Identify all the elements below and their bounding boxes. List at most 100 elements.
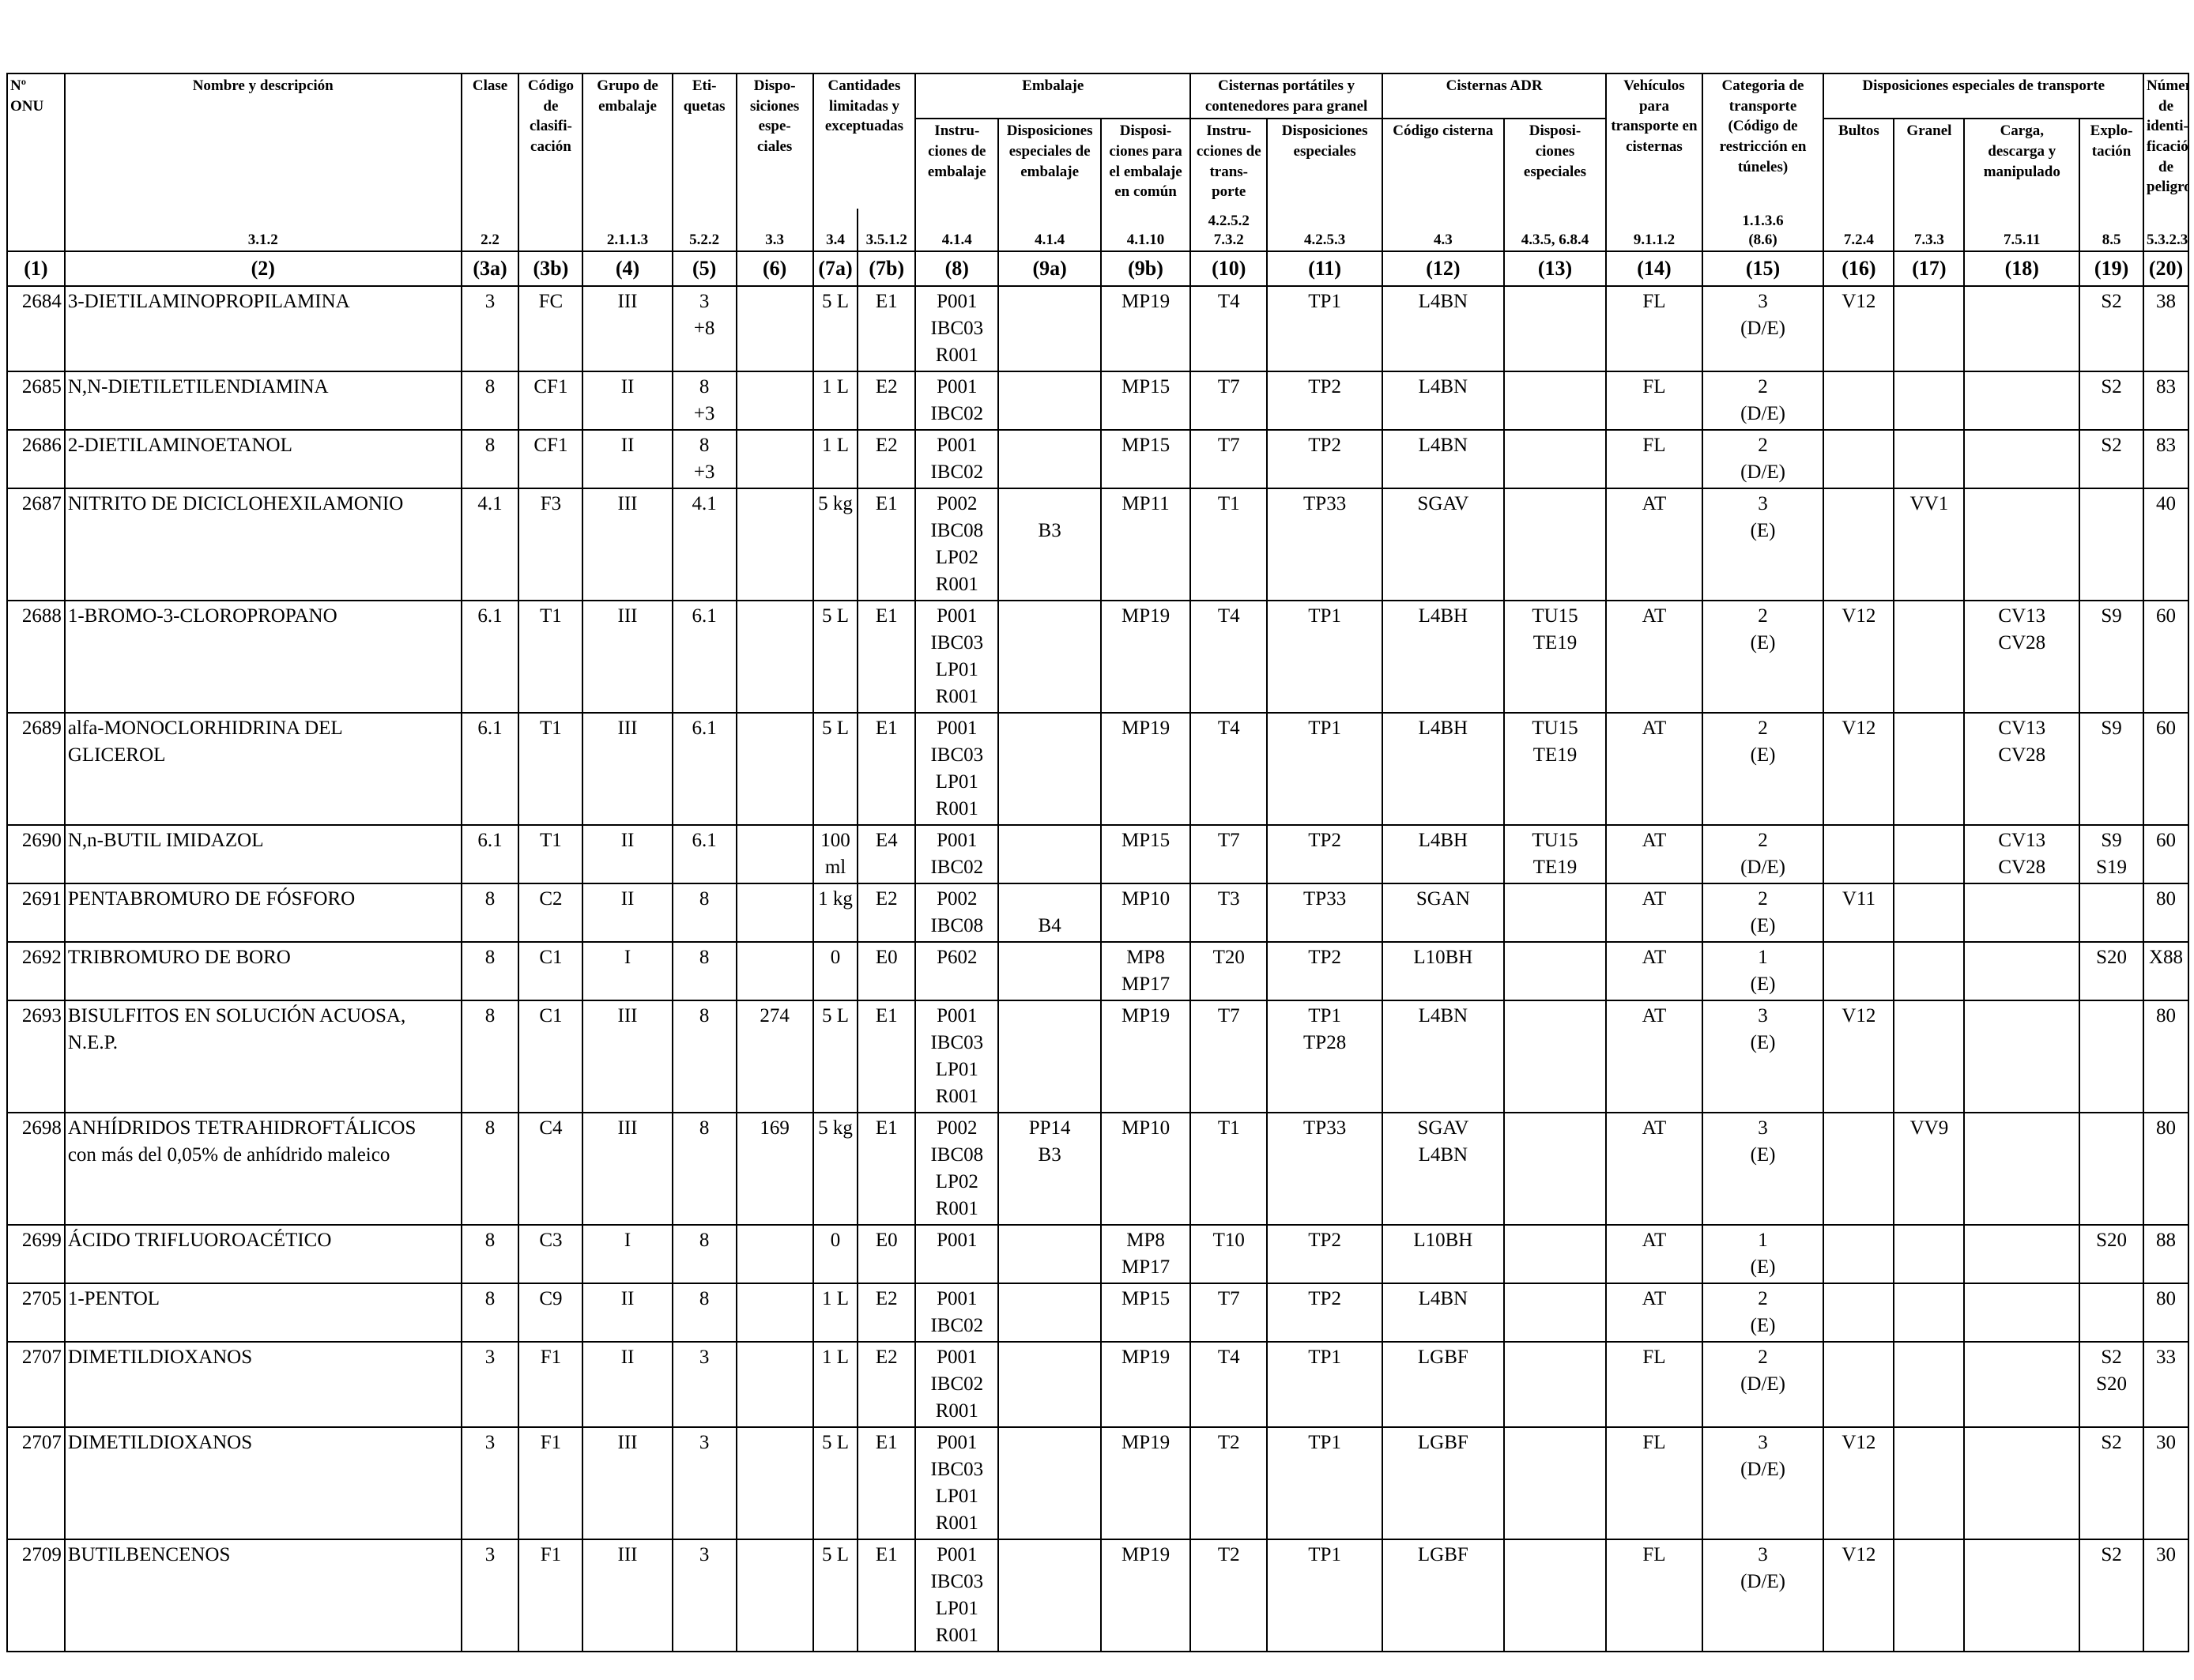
loading-cell: CV13 CV28	[1963, 824, 2081, 885]
packages-cell	[1823, 824, 1895, 885]
excepted-quantity-cell: E2	[857, 883, 917, 944]
un-number-cell: 2686	[6, 429, 66, 490]
column-number: (6)	[735, 250, 814, 288]
reference-cell: 2.1.1.3	[582, 209, 673, 253]
packing-group-cell: III	[582, 1539, 673, 1653]
reference-cell: 5.3.2.3	[2143, 209, 2189, 253]
header-mixed-packing: Disposi- ciones para el embalaje en comú…	[1099, 118, 1192, 209]
vehicle-cell: AT	[1605, 883, 1703, 944]
reference-cell: 4.3.5, 6.8.4	[1502, 209, 1608, 253]
operation-cell: S9 S19	[2079, 824, 2145, 885]
tank-special-cell	[1502, 1112, 1608, 1226]
bulk-cell	[1893, 1283, 1966, 1343]
class-cell: 8	[460, 1000, 520, 1114]
reference-cell: 1.1.3.6 (8.6)	[1701, 209, 1825, 253]
table-row: 2687 NITRITO DE DICICLOHEXILAMONIO 4.1 F3 II…	[6, 488, 2189, 602]
class-cell: 8	[460, 371, 520, 431]
classification-code-cell: T1	[518, 824, 584, 885]
excepted-quantity-cell: E1	[857, 1426, 917, 1541]
reference-cell: 4.2.5.2 7.3.2	[1189, 209, 1269, 253]
column-number: (18)	[1963, 250, 2081, 288]
column-number: (1)	[6, 250, 66, 288]
tank-code-cell: L4BH	[1381, 824, 1505, 885]
vehicle-cell: AT	[1605, 1224, 1703, 1285]
hazard-id-cell: 83	[2143, 371, 2189, 431]
packing-group-cell: II	[582, 824, 673, 885]
reference-cell: 4.1.10	[1099, 209, 1192, 253]
operation-cell: S2	[2079, 1426, 2145, 1541]
loading-cell	[1963, 1112, 2081, 1226]
transport-category-cell: 3 (D/E)	[1701, 1426, 1825, 1541]
loading-cell	[1963, 1426, 2081, 1541]
reference-cell: 3.3	[735, 209, 814, 253]
transport-category-cell: 2 (D/E)	[1701, 429, 1825, 490]
loading-cell	[1963, 941, 2081, 1002]
substance-name-cell: DIMETILDIOXANOS	[63, 1426, 462, 1541]
limited-quantity-cell: 0	[812, 941, 858, 1002]
class-cell: 8	[460, 1112, 520, 1226]
labels-cell: 8	[671, 1283, 737, 1343]
special-packing-provisions-cell	[997, 371, 1102, 431]
special-packing-provisions-cell	[997, 1283, 1102, 1343]
column-number: (7b)	[857, 250, 917, 288]
header-special-provisions: Dispo- siciones espe- ciales	[735, 72, 814, 209]
column-number: (10)	[1189, 250, 1269, 288]
tank-code-cell: L4BN	[1381, 1000, 1505, 1114]
labels-cell: 3	[671, 1341, 737, 1429]
labels-cell: 6.1	[671, 824, 737, 885]
portable-tank-instructions-cell: T7	[1189, 1283, 1269, 1343]
packing-group-cell: II	[582, 429, 673, 490]
un-number-cell: 2693	[6, 1000, 66, 1114]
labels-cell: 6.1	[671, 712, 737, 827]
classification-code-cell: F1	[518, 1341, 584, 1429]
packing-instructions-cell: P001	[914, 1224, 1000, 1285]
mixed-packing-cell: MP19	[1099, 1000, 1192, 1114]
packing-instructions-cell: P001 IBC03 LP01 R001	[914, 600, 1000, 714]
header-name-description: Nombre y descripción	[63, 72, 462, 209]
operation-cell: S2	[2079, 429, 2145, 490]
reference-cell: 2.2	[460, 209, 520, 253]
table-row: 2686 2-DIETILAMINOETANOL 8 CF1 II 8 +3 1 L E2 P0…	[6, 429, 2189, 490]
special-packing-provisions-cell	[997, 1426, 1102, 1541]
hazard-id-cell: 80	[2143, 1283, 2189, 1343]
header-operation: Explo- tación	[2079, 118, 2145, 209]
header-packaging: Embalaje	[914, 72, 1192, 120]
transport-category-cell: 2 (D/E)	[1701, 824, 1825, 885]
portable-tank-special-cell: TP2	[1266, 371, 1383, 431]
excepted-quantity-cell: E4	[857, 824, 917, 885]
mixed-packing-cell: MP19	[1099, 712, 1192, 827]
reference-cell	[6, 209, 66, 253]
class-cell: 3	[460, 285, 520, 373]
column-number: (20)	[2143, 250, 2189, 288]
loading-cell	[1963, 1000, 2081, 1114]
tank-special-cell	[1502, 488, 1608, 602]
limited-quantity-cell: 1 L	[812, 429, 858, 490]
operation-cell: S2	[2079, 285, 2145, 373]
special-packing-provisions-cell	[997, 1341, 1102, 1429]
tank-code-cell: LGBF	[1381, 1341, 1505, 1429]
vehicle-cell: AT	[1605, 1112, 1703, 1226]
classification-code-cell: C2	[518, 883, 584, 944]
column-number: (15)	[1701, 250, 1825, 288]
transport-category-cell: 1 (E)	[1701, 941, 1825, 1002]
class-cell: 3	[460, 1426, 520, 1541]
portable-tank-instructions-cell: T7	[1189, 429, 1269, 490]
classification-code-cell: C3	[518, 1224, 584, 1285]
tank-code-cell: L4BN	[1381, 1283, 1505, 1343]
packing-instructions-cell: P002 IBC08 LP02 R001	[914, 488, 1000, 602]
hazard-id-cell: 30	[2143, 1539, 2189, 1653]
bulk-cell	[1893, 824, 1966, 885]
table-row: 2689 alfa-MONOCLORHIDRINA DEL GLICEROL 6.1…	[6, 712, 2189, 827]
portable-tank-instructions-cell: T7	[1189, 824, 1269, 885]
special-packing-provisions-cell	[997, 285, 1102, 373]
classification-code-cell: F3	[518, 488, 584, 602]
header-tank-code: Código cisterna	[1381, 118, 1505, 209]
transport-category-cell: 2 (D/E)	[1701, 371, 1825, 431]
tank-code-cell: LGBF	[1381, 1539, 1505, 1653]
limited-quantity-cell: 5 L	[812, 1539, 858, 1653]
loading-cell	[1963, 429, 2081, 490]
mixed-packing-cell: MP8 MP17	[1099, 1224, 1192, 1285]
transport-category-cell: 3 (D/E)	[1701, 1539, 1825, 1653]
substance-name-cell: PENTABROMURO DE FÓSFORO	[63, 883, 462, 944]
bulk-cell	[1893, 1341, 1966, 1429]
